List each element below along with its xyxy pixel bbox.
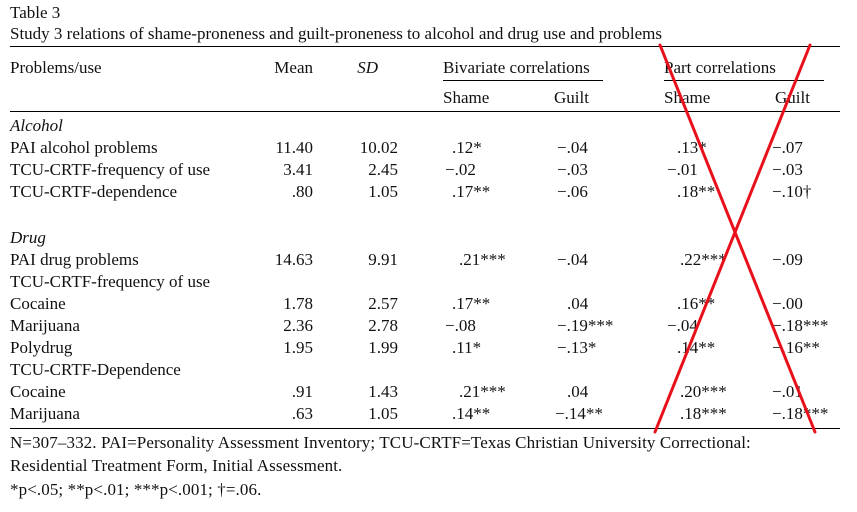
row-part-shame: .14** bbox=[677, 338, 716, 357]
footnote-significance: *p<.05; **p<.01; ***p<.001; †=.06. bbox=[10, 480, 262, 499]
row-label: PAI drug problems bbox=[10, 250, 139, 269]
row-shame: .11* bbox=[452, 338, 482, 357]
header-part-correlations: Part correlations bbox=[664, 58, 776, 77]
row-mean: 11.40 bbox=[275, 138, 313, 157]
row-part-guilt: −.10† bbox=[772, 182, 812, 201]
row-sd: 2.45 bbox=[368, 160, 398, 179]
row-part-guilt: −.00 bbox=[772, 294, 803, 313]
row-mean: 1.78 bbox=[283, 294, 313, 313]
row-sd: 1.05 bbox=[368, 182, 398, 201]
table-bottom-rule bbox=[10, 428, 840, 429]
row-mean: .80 bbox=[291, 182, 313, 201]
section-label-alcohol: Alcohol bbox=[10, 116, 63, 135]
row-part-shame: .18*** bbox=[680, 404, 727, 423]
row-shame: .21*** bbox=[459, 250, 506, 269]
row-part-guilt: −.09 bbox=[772, 250, 803, 269]
row-part-shame: .22*** bbox=[680, 250, 727, 269]
row-part-shame: −.04 bbox=[667, 316, 698, 335]
header-shame: Shame bbox=[443, 88, 490, 107]
row-sd: 2.57 bbox=[368, 294, 398, 313]
header-bottom-rule bbox=[10, 111, 840, 112]
row-part-guilt: −.18*** bbox=[772, 316, 829, 335]
row-label: Marijuana bbox=[10, 316, 80, 335]
part-group-rule bbox=[664, 80, 824, 81]
row-part-guilt: −.01 bbox=[772, 382, 803, 401]
row-label: TCU-CRTF-dependence bbox=[10, 182, 178, 201]
row-sd: 1.99 bbox=[368, 338, 398, 357]
row-sd: 9.91 bbox=[368, 250, 398, 269]
row-guilt: −.04 bbox=[557, 250, 588, 269]
table-title: Study 3 relations of shame-proneness and… bbox=[10, 24, 663, 43]
subhead-label: TCU-CRTF-Dependence bbox=[10, 360, 181, 379]
top-rule bbox=[10, 46, 840, 47]
footnote-sample: N=307–332. PAI=Personality Assessment In… bbox=[10, 433, 751, 452]
section-label-drug: Drug bbox=[10, 228, 46, 247]
row-shame: .21*** bbox=[459, 382, 506, 401]
subhead-label: TCU-CRTF-frequency of use bbox=[10, 272, 211, 291]
header-problems-use: Problems/use bbox=[10, 58, 102, 77]
row-sd: 2.78 bbox=[368, 316, 398, 335]
footnote-abbreviations: Residential Treatment Form, Initial Asse… bbox=[10, 456, 343, 475]
row-sd: 10.02 bbox=[359, 138, 398, 157]
row-part-shame: .16** bbox=[677, 294, 716, 313]
bivariate-group-rule bbox=[443, 80, 603, 81]
row-mean: .63 bbox=[291, 404, 313, 423]
row-mean: 1.95 bbox=[283, 338, 313, 357]
row-sd: 1.43 bbox=[368, 382, 398, 401]
row-part-guilt: −.16** bbox=[772, 338, 820, 357]
row-mean: .91 bbox=[291, 382, 313, 401]
row-mean: 2.36 bbox=[283, 316, 313, 335]
row-part-guilt: −.03 bbox=[772, 160, 803, 179]
row-guilt: .04 bbox=[567, 382, 589, 401]
row-guilt: −.03 bbox=[557, 160, 588, 179]
row-label: Cocaine bbox=[10, 294, 66, 313]
row-part-guilt: −.07 bbox=[772, 138, 803, 157]
row-mean: 3.41 bbox=[283, 160, 313, 179]
row-label: TCU-CRTF-frequency of use bbox=[10, 160, 211, 179]
header-sd: SD bbox=[357, 58, 378, 77]
row-shame: .14** bbox=[452, 404, 491, 423]
table-label: Table 3 bbox=[10, 3, 61, 22]
row-shame: .17** bbox=[452, 182, 491, 201]
row-part-guilt: −.18*** bbox=[772, 404, 829, 423]
row-guilt: −.06 bbox=[557, 182, 588, 201]
row-part-shame: −.01 bbox=[667, 160, 698, 179]
row-label: PAI alcohol problems bbox=[10, 138, 158, 157]
row-mean: 14.63 bbox=[274, 250, 313, 269]
row-label: Marijuana bbox=[10, 404, 80, 423]
row-guilt: −.04 bbox=[557, 138, 588, 157]
row-sd: 1.05 bbox=[368, 404, 398, 423]
row-shame: −.02 bbox=[445, 160, 476, 179]
header-guilt: Guilt bbox=[554, 88, 589, 107]
row-shame: .12* bbox=[452, 138, 482, 157]
row-part-shame: .20*** bbox=[680, 382, 727, 401]
header-bivariate-correlations: Bivariate correlations bbox=[443, 58, 590, 77]
header-part-shame: Shame bbox=[664, 88, 711, 107]
row-guilt: −.13* bbox=[557, 338, 597, 357]
row-part-shame: .18** bbox=[677, 182, 716, 201]
row-shame: .17** bbox=[452, 294, 491, 313]
row-label: Cocaine bbox=[10, 382, 66, 401]
header-mean: Mean bbox=[274, 58, 313, 77]
row-label: Polydrug bbox=[10, 338, 73, 357]
header-part-guilt: Guilt bbox=[775, 88, 810, 107]
row-guilt: −.14** bbox=[555, 404, 603, 423]
row-shame: −.08 bbox=[445, 316, 476, 335]
row-guilt: −.19*** bbox=[557, 316, 614, 335]
row-part-shame: .13* bbox=[677, 138, 707, 157]
row-guilt: .04 bbox=[567, 294, 589, 313]
